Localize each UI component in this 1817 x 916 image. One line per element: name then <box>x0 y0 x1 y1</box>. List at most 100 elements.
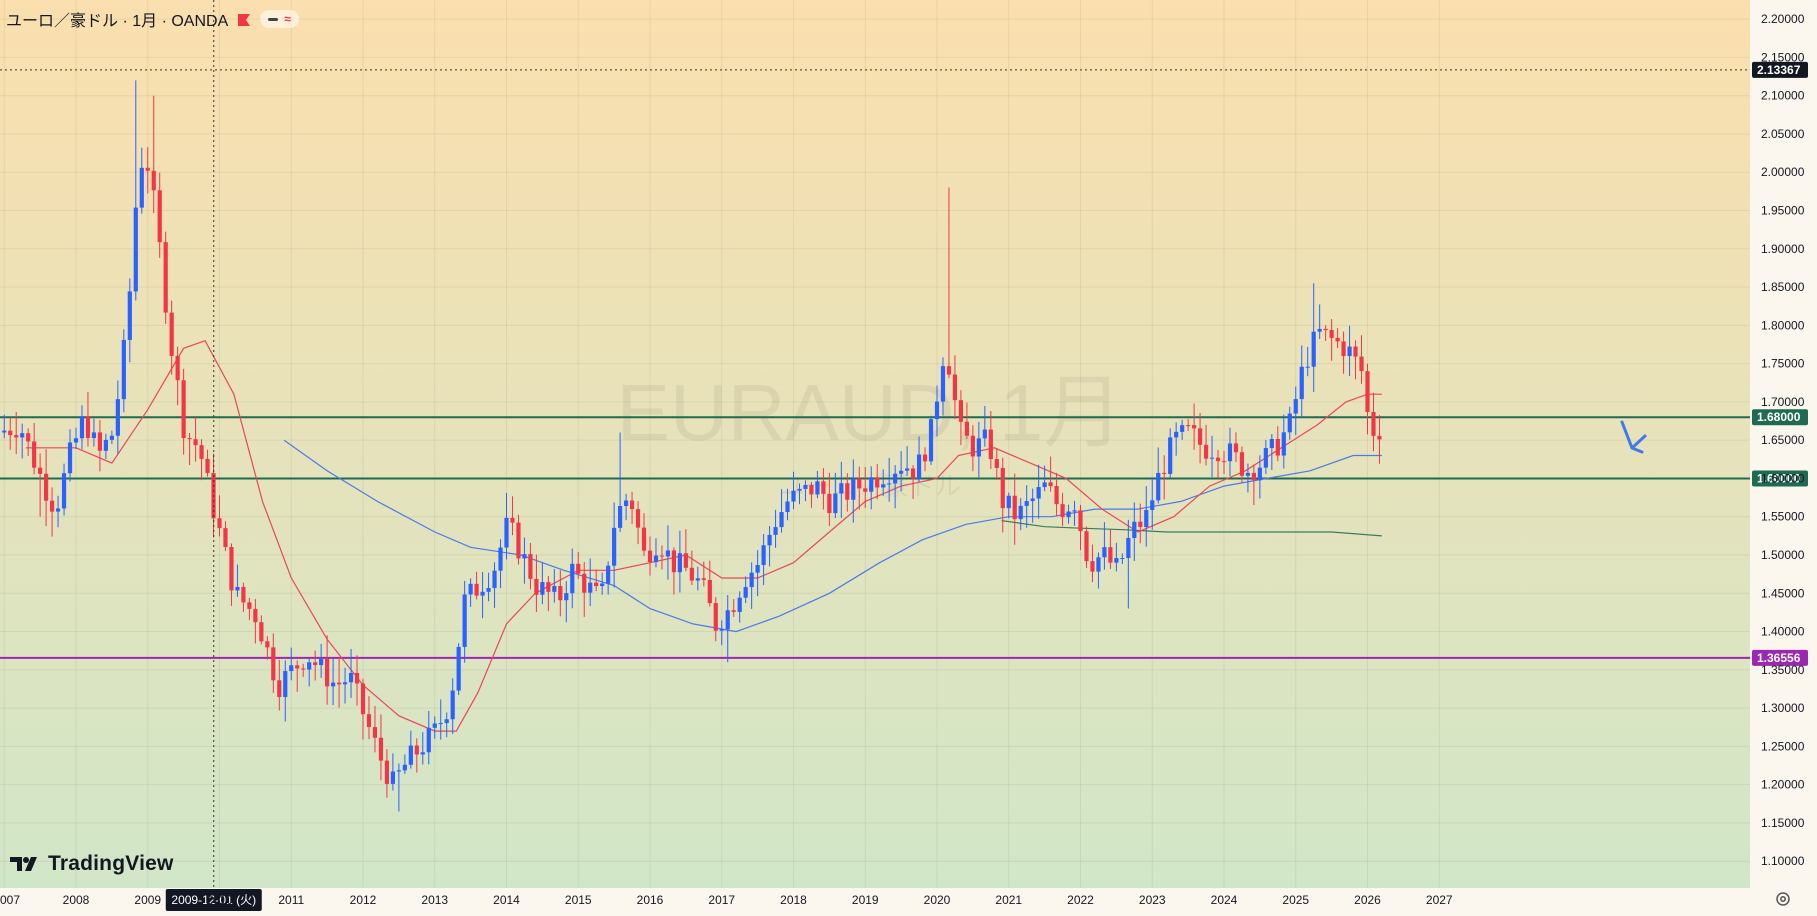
candle-body <box>1144 509 1149 527</box>
candle-body <box>528 554 533 579</box>
candle-body <box>779 512 784 528</box>
candle-body <box>1353 346 1358 357</box>
price-axis[interactable]: 2.20000 2.15000 2.10000 2.05000 2.00000 1.950… <box>1761 12 1805 868</box>
symbol-title[interactable]: ユーロ／豪ドル · 1月 · OANDA <box>6 13 229 30</box>
candle-body <box>946 366 952 375</box>
indicator-toggle[interactable]: ≈ <box>260 10 299 28</box>
candle-body <box>1012 495 1017 520</box>
candle-body <box>1377 435 1382 440</box>
candle-body <box>79 416 85 439</box>
x-tick-label: 2009 <box>134 893 161 907</box>
candle-body <box>952 374 958 401</box>
candle-body <box>845 483 850 500</box>
candle-body <box>1060 504 1065 518</box>
candle-body <box>133 207 138 292</box>
y-tick-label: 1.55000 <box>1761 510 1805 524</box>
candle-body <box>689 567 694 581</box>
candle-body <box>325 658 330 687</box>
candle-body <box>558 586 563 601</box>
candle-body <box>1329 330 1334 338</box>
candle-body <box>49 500 55 512</box>
candle-body <box>1347 346 1352 357</box>
candle-body <box>1042 482 1047 488</box>
candle-body <box>623 500 629 507</box>
candle-body <box>875 477 880 488</box>
candle-body <box>474 583 479 596</box>
candle-body <box>899 470 904 474</box>
watermark-symbol: EURAUD, 1月 <box>617 368 1124 457</box>
down-arrow-annotation[interactable] <box>1620 420 1647 454</box>
candle-body <box>408 745 413 765</box>
candle-body <box>103 439 108 451</box>
gear-icon[interactable] <box>1776 892 1790 906</box>
candle-body <box>1192 425 1197 429</box>
candle-body <box>1126 537 1131 559</box>
candle-body <box>803 484 808 489</box>
x-tick-label: 007 <box>0 893 20 907</box>
candle-body <box>163 242 168 313</box>
y-tick-label: 1.90000 <box>1761 242 1805 256</box>
candle-body <box>905 468 910 471</box>
y-tick-label: 2.10000 <box>1761 89 1805 103</box>
x-tick-label: 2011 <box>278 893 304 907</box>
candle-body <box>1371 412 1376 436</box>
candle-body <box>827 493 832 514</box>
candle-body <box>420 752 425 755</box>
crosshair-date-tag <box>165 889 262 911</box>
y-tick-label: 2.00000 <box>1761 165 1805 179</box>
time-axis[interactable]: 007 2008 2009 2010 2011 2012 2013 2014 2015 2016 2… <box>0 893 1453 907</box>
candle-body <box>887 483 892 485</box>
candle-body <box>564 593 569 601</box>
flag-icon[interactable] <box>238 13 251 26</box>
candle-body <box>193 439 198 446</box>
candle-body <box>384 760 390 784</box>
x-tick-label: 2027 <box>1426 893 1453 907</box>
y-tick-label: 1.60000 <box>1761 471 1805 485</box>
candle-body <box>372 727 378 738</box>
candle-body <box>791 490 796 502</box>
candle-body <box>540 582 545 595</box>
watermark: EURAUD, 1月 ユーロ／豪ドル <box>617 368 1124 501</box>
candle-body <box>456 646 461 691</box>
candle-body <box>444 719 449 724</box>
candle-body <box>26 433 31 442</box>
crosshair-price-label: 2.13367 <box>1757 63 1801 77</box>
x-tick-label: 2024 <box>1211 893 1238 907</box>
candle-body <box>1066 511 1071 518</box>
candle-body <box>1305 366 1310 368</box>
candle-body <box>1335 337 1340 342</box>
candle-body <box>546 582 551 592</box>
x-tick-label: 2008 <box>63 893 90 907</box>
candle-body <box>964 421 969 436</box>
candle-body <box>1072 510 1077 512</box>
candle-body <box>1239 452 1245 476</box>
candle-body <box>893 473 898 484</box>
candle-body <box>265 641 270 648</box>
candle-body <box>851 478 856 500</box>
candle-body <box>157 190 162 243</box>
candle-body <box>366 714 372 728</box>
candle-body <box>115 399 120 436</box>
y-tick-label: 1.65000 <box>1761 433 1805 447</box>
y-tick-label: 1.70000 <box>1761 395 1805 409</box>
candle-body <box>869 477 874 492</box>
candle-body <box>641 527 647 551</box>
candle-body <box>1197 428 1203 445</box>
candle-body <box>600 583 605 587</box>
price-tag <box>1752 470 1808 487</box>
candle-body <box>307 662 312 670</box>
x-tick-label: 2022 <box>1067 893 1094 907</box>
candle-body <box>821 481 826 494</box>
candle-body <box>737 597 742 612</box>
candle-body <box>994 459 999 468</box>
candle-body <box>1215 457 1221 462</box>
price-tag <box>1752 649 1808 666</box>
crosshair-date-label: 2009-12-01 (火) <box>171 893 256 907</box>
candle-body <box>743 587 748 598</box>
candle-body <box>492 570 497 589</box>
ma-long-line <box>1001 520 1382 537</box>
candle-body <box>683 553 688 568</box>
candle-body <box>1024 501 1029 506</box>
